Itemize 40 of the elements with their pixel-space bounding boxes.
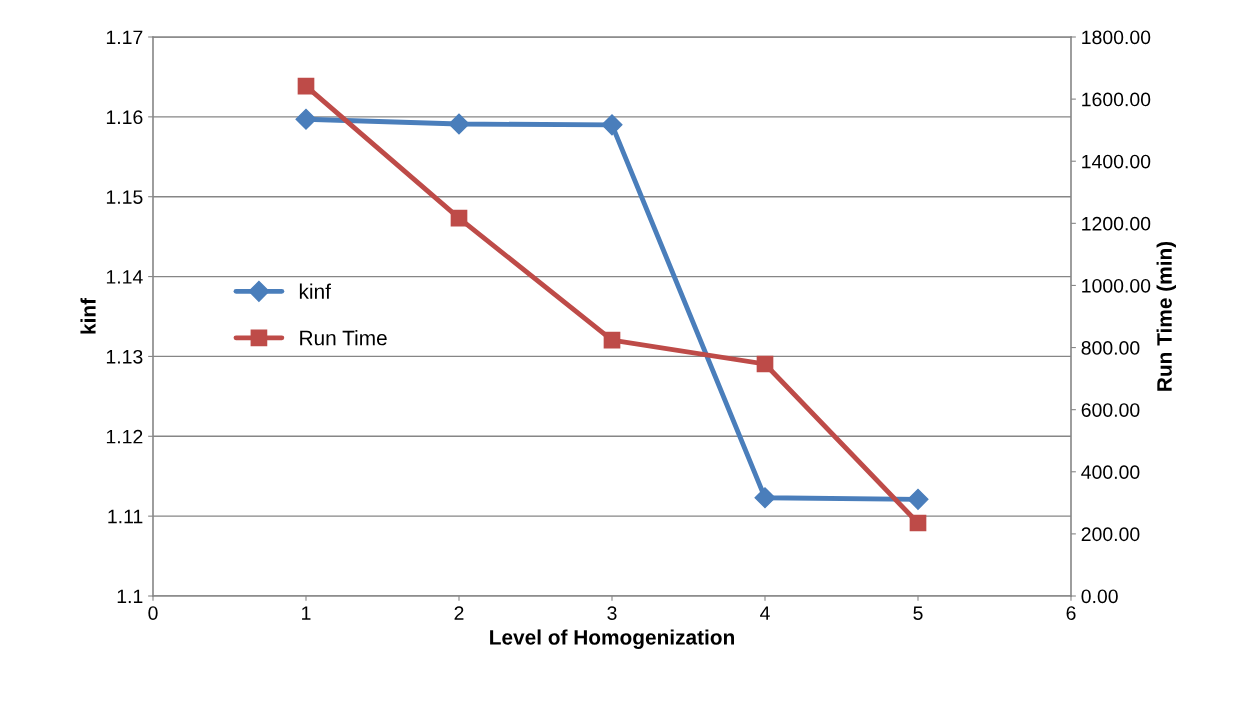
point [450, 209, 468, 227]
y-tick-label: 1.1 [117, 589, 143, 604]
x-tick-label: 2 [454, 606, 464, 620]
point [297, 77, 315, 95]
y-tick-label: 1.12 [106, 429, 143, 444]
y-axis-title: kinf [80, 297, 96, 334]
y2-tick-label: 0.00 [1081, 589, 1118, 604]
x-axis-title: Level of Homogenization [490, 629, 734, 649]
y-tick-label: 1.16 [106, 110, 143, 125]
x-tick-label: 3 [607, 606, 617, 620]
y-tick-label: 1.17 [106, 30, 143, 45]
point [448, 113, 470, 135]
y-tick-label: 1.15 [106, 190, 143, 204]
legend-label: Run Time [300, 330, 387, 346]
point [601, 114, 623, 136]
y2-tick-label: 200.00 [1081, 527, 1140, 542]
y2-tick-label: 1600.00 [1082, 92, 1151, 107]
y2-tick-label: 1800.00 [1082, 30, 1151, 45]
y2-tick-label: 800.00 [1081, 341, 1140, 355]
point [907, 488, 929, 510]
x-tick-label: 1 [302, 606, 311, 620]
y2-tick-label: 1200.00 [1082, 216, 1151, 231]
x-tick-label: 4 [760, 606, 770, 620]
y2-tick-label: 400.00 [1081, 465, 1140, 480]
point [909, 514, 927, 532]
y-tick-label: 1.11 [108, 509, 143, 524]
y2-tick-label: 1400.00 [1082, 154, 1151, 169]
x-tick-label: 5 [913, 606, 923, 620]
point [603, 331, 621, 349]
y-tick-label: 1.13 [106, 349, 143, 364]
x-tick-label: 0 [148, 606, 158, 620]
y2-tick-label: 1000.00 [1082, 278, 1151, 293]
y2-axis-title: Run Time (min) [1156, 241, 1176, 391]
point [756, 355, 774, 373]
x-tick-label: 6 [1066, 606, 1076, 620]
y2-tick-label: 600.00 [1081, 403, 1140, 417]
point [754, 487, 776, 509]
y-tick-label: 1.14 [106, 270, 143, 284]
point [295, 108, 317, 130]
legend-label: kinf [299, 283, 331, 299]
